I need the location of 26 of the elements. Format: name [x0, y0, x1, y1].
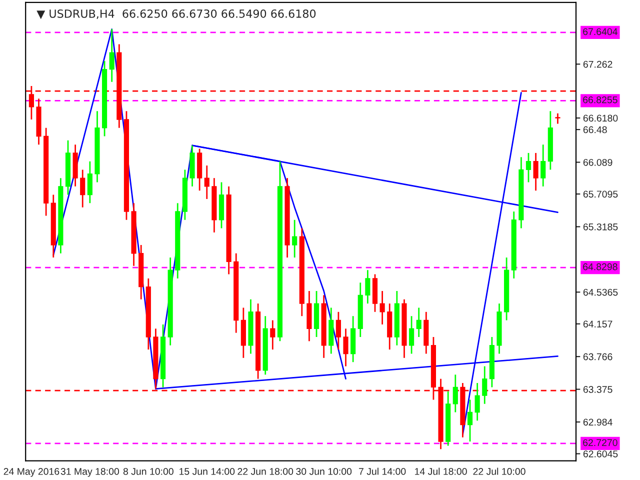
x-tick-label: 14 Jul 18:00	[415, 468, 467, 475]
x-tick-label: 8 Jun 10:00	[123, 468, 174, 475]
y-tick-label: 62.984	[583, 418, 612, 426]
y-tick-label: 62.6045	[583, 450, 618, 458]
x-tick-label: 22 Jul 10:00	[473, 468, 526, 475]
x-tick-label: 22 Jun 18:00	[238, 468, 294, 475]
ref-line-label: 62.7270	[583, 439, 618, 446]
y-tick-label: 67.262	[583, 60, 612, 68]
ref-line-label: 64.8298	[583, 263, 618, 270]
x-tick-label: 31 May 18:00	[60, 468, 119, 477]
ref-line-label: 66.8255	[583, 96, 618, 104]
x-tick-label: 30 Jun 10:00	[296, 468, 352, 475]
y-tick-label: 65.3185	[583, 223, 618, 230]
ref-line-label: 67.6404	[583, 28, 618, 36]
y-tick-label: 66.6180	[583, 114, 618, 122]
y-tick-label: 63.375	[583, 386, 612, 393]
x-tick-label: 7 Jul 14:00	[359, 468, 406, 475]
y-tick-label: 63.766	[583, 353, 612, 360]
y-tick-label: 64.157	[583, 320, 612, 328]
y-tick-label: 66.089	[583, 158, 612, 166]
y-tick-label: 64.5365	[583, 288, 618, 296]
y-tick-label: 66.48	[583, 126, 607, 134]
x-tick-label: 15 Jun 14:00	[180, 468, 235, 475]
y-tick-label: 65.7095	[583, 190, 618, 198]
text: ▼ USDRUB,H4 66.6250 66.6730 66.5490 66.6180	[36, 9, 316, 20]
x-tick-label: 24 May 2016	[4, 468, 60, 477]
